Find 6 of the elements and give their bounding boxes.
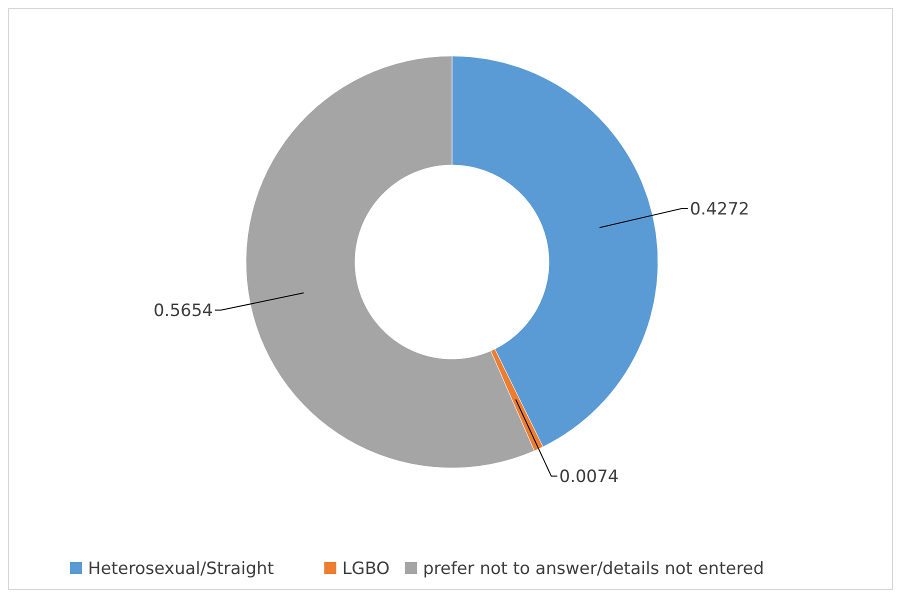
legend-label: LGBO xyxy=(342,558,390,579)
legend-label: prefer not to answer/details not entered xyxy=(423,558,764,579)
data-label: 0.0074 xyxy=(559,467,619,488)
legend-label: Heterosexual/Straight xyxy=(88,558,274,579)
data-label: 0.5654 xyxy=(153,301,213,322)
data-label: 0.4272 xyxy=(690,199,750,220)
